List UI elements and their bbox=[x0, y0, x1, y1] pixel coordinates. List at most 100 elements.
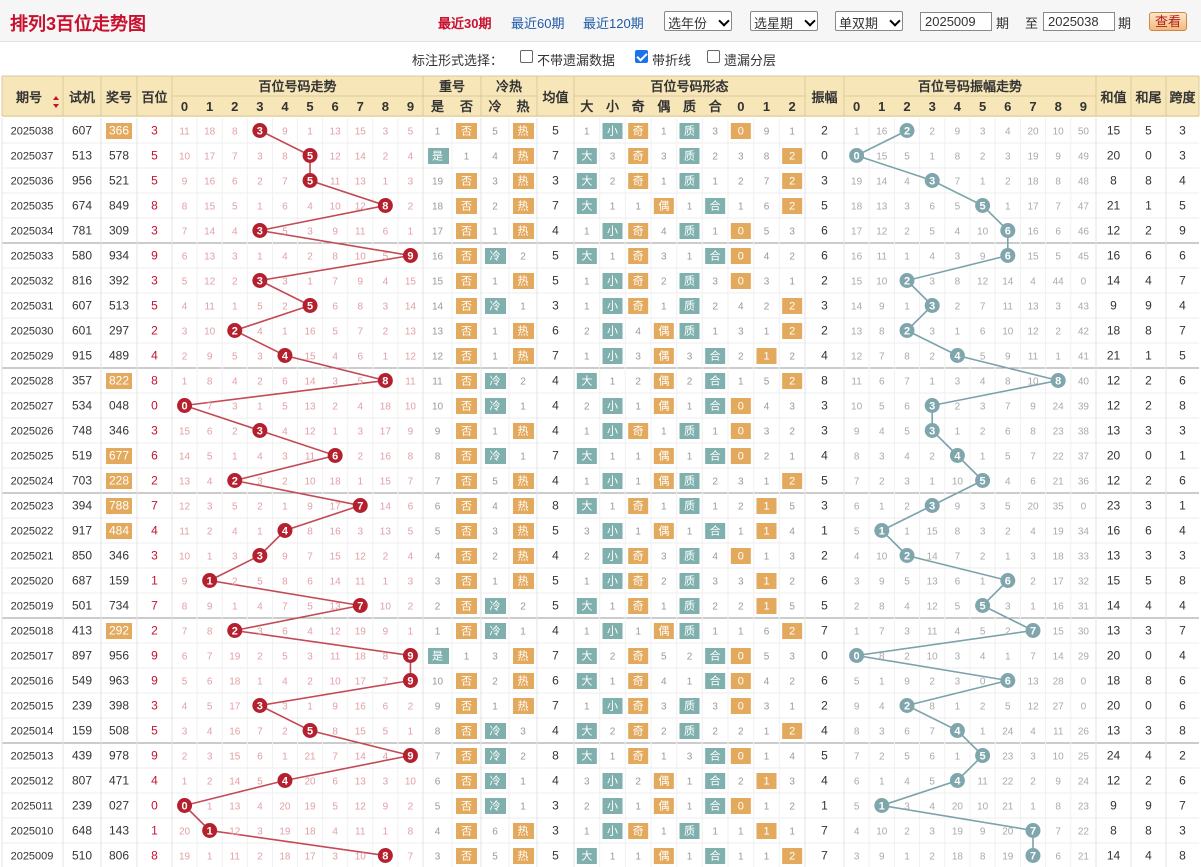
shape-miss: 5 bbox=[789, 502, 795, 513]
trend-miss: 5 bbox=[207, 702, 213, 713]
layer-checkbox[interactable] bbox=[707, 50, 720, 63]
query-button[interactable]: 查看 bbox=[1149, 12, 1187, 31]
trend-miss: 3 bbox=[182, 327, 188, 338]
table-row: 2025013 439 978 9 2 3 15 6 1 21 7 14 4 9 否7 冷 2 8 大 1 奇 1 合3 0 1… bbox=[11, 748, 1186, 764]
amp-ball-text: 1 bbox=[879, 526, 885, 538]
range-30-link[interactable]: 最近30期 bbox=[438, 16, 492, 31]
span-cell: 3 bbox=[1179, 824, 1186, 838]
hundred-cell: 8 bbox=[151, 849, 158, 863]
composite-cell: 合 bbox=[710, 449, 721, 463]
amp-miss: 15 bbox=[927, 527, 939, 538]
remainder-cell-bg bbox=[782, 198, 803, 214]
shape-miss: 2 bbox=[738, 502, 744, 513]
amp-miss: 2 bbox=[955, 402, 961, 413]
trend-miss: 1 bbox=[332, 427, 338, 438]
trend-miss: 4 bbox=[257, 327, 263, 338]
span-cell: 6 bbox=[1179, 699, 1186, 713]
amp-miss: 7 bbox=[1005, 402, 1011, 413]
year-select[interactable]: 选年份 bbox=[664, 11, 732, 31]
repeat-no-bg bbox=[456, 523, 477, 539]
trend-miss: 1 bbox=[282, 752, 288, 763]
range-60-link[interactable]: 最近60期 bbox=[511, 16, 565, 31]
odd-cell: 奇 bbox=[633, 750, 644, 763]
repeat-no-bg bbox=[456, 573, 477, 589]
amp-miss: 25 bbox=[1078, 752, 1090, 763]
period-to-input[interactable]: 2025038 bbox=[1043, 12, 1115, 31]
hot-bg bbox=[513, 473, 534, 489]
shape-miss: 2 bbox=[738, 777, 744, 788]
amp-ball-text: 4 bbox=[954, 451, 961, 463]
trial-cell: 816 bbox=[72, 274, 92, 288]
row-lines bbox=[1, 118, 1199, 867]
odd-cell-bg bbox=[628, 423, 649, 439]
even-cell-bg bbox=[653, 348, 674, 364]
sort-icon[interactable] bbox=[53, 96, 59, 108]
trend-ball bbox=[352, 498, 368, 513]
period-from-unit: 期 bbox=[996, 16, 1010, 31]
amp-miss: 3 bbox=[879, 727, 885, 738]
repeat-no-cell: 否 bbox=[461, 451, 472, 463]
trend-miss: 5 bbox=[282, 652, 288, 663]
trend-miss: 5 bbox=[232, 502, 238, 513]
amp-miss: 4 bbox=[879, 427, 885, 438]
hot-cell: 热 bbox=[518, 575, 529, 588]
odd-cell-bg bbox=[628, 723, 649, 739]
shape-miss: 1 bbox=[661, 827, 667, 838]
amp-miss: 30 bbox=[1078, 627, 1090, 638]
prize-cell: 806 bbox=[109, 849, 129, 863]
amp-miss: 3 bbox=[1030, 552, 1036, 563]
amp-miss: 31 bbox=[1078, 602, 1090, 613]
shape-miss: 1 bbox=[789, 277, 795, 288]
odd-even-select[interactable]: 单双期 bbox=[835, 11, 903, 31]
repeat-no-bg bbox=[456, 423, 477, 439]
trend-miss: 6 bbox=[282, 377, 288, 388]
amp-miss: 4 bbox=[955, 627, 961, 638]
prime-cell-bg bbox=[679, 148, 700, 164]
avg-cell: 4 bbox=[552, 724, 559, 738]
period-cell: 2025030 bbox=[11, 326, 54, 338]
repeat-miss: 5 bbox=[435, 802, 441, 813]
prime-cell: 质 bbox=[684, 425, 695, 438]
repeat-yes-cell: 是 bbox=[432, 650, 443, 663]
repeat-no-bg bbox=[456, 173, 477, 189]
shape-miss: 1 bbox=[712, 227, 718, 238]
trend-miss: 3 bbox=[232, 252, 238, 263]
span-cell: 7 bbox=[1179, 799, 1186, 813]
prize-cell: 677 bbox=[109, 449, 129, 463]
trend-miss: 19 bbox=[229, 652, 241, 663]
shape-miss: 1 bbox=[738, 527, 744, 538]
range-120-link[interactable]: 最近120期 bbox=[583, 16, 644, 31]
amp-miss: 11 bbox=[1053, 727, 1064, 738]
trend-ball-text: 5 bbox=[307, 176, 313, 188]
hundred-cell: 2 bbox=[151, 474, 158, 488]
big-cell: 大 bbox=[581, 149, 592, 163]
big-cell: 大 bbox=[581, 249, 592, 263]
polyline-checkbox[interactable] bbox=[635, 50, 648, 63]
amp-miss: 14 bbox=[1053, 652, 1065, 663]
amp-miss: 9 bbox=[879, 302, 885, 313]
amp-miss: 1 bbox=[955, 752, 961, 763]
header-sum-tail: 和尾 bbox=[1135, 90, 1161, 105]
shape-miss: 2 bbox=[712, 477, 718, 488]
header-prize: 奖号 bbox=[106, 90, 132, 105]
period-from-input[interactable]: 2025009 bbox=[920, 12, 992, 31]
amp-miss: 1 bbox=[980, 452, 986, 463]
shape-miss: 1 bbox=[687, 852, 693, 863]
trend-miss: 7 bbox=[207, 652, 213, 663]
amp-miss: 20 bbox=[1002, 827, 1014, 838]
odd-cell-bg bbox=[628, 123, 649, 139]
amp-miss: 1 bbox=[904, 852, 910, 863]
trend-miss: 8 bbox=[408, 452, 414, 463]
amp-miss: 16 bbox=[851, 252, 863, 263]
weekday-select[interactable]: 选星期 bbox=[750, 11, 818, 31]
amp-miss: 3 bbox=[955, 677, 961, 688]
hot-cell: 热 bbox=[518, 650, 529, 663]
trend-miss: 15 bbox=[380, 477, 392, 488]
no-missing-checkbox[interactable] bbox=[520, 50, 533, 63]
prize-bg bbox=[106, 373, 132, 389]
small-cell: 小 bbox=[607, 800, 618, 813]
amp-cell: 5 bbox=[821, 199, 828, 213]
amp-miss: 4 bbox=[1005, 127, 1011, 138]
trend-miss: 2 bbox=[357, 452, 363, 463]
